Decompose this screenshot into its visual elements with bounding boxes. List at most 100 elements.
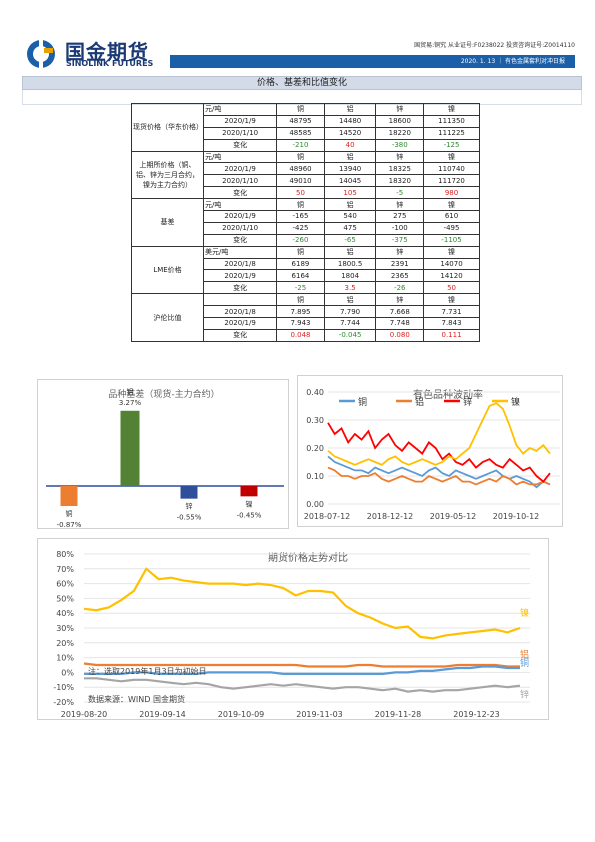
table-cell: 110740 <box>423 162 480 176</box>
table-cell: 2365 <box>375 269 425 283</box>
company-name-en: SINOLINK FUTURES <box>66 59 154 68</box>
table-cell: 7.843 <box>423 317 480 330</box>
y-tick-label: 20% <box>56 639 74 648</box>
y-tick-label: 0% <box>61 668 74 677</box>
table-cell: 3.5 <box>323 281 377 295</box>
table-row: 沪伦比值 铜铝锌镍 <box>131 293 480 342</box>
note-text: 注：选取2019年1月3日为初始日 <box>88 666 207 676</box>
table-cell: 14045 <box>323 174 377 188</box>
table-cell: -165 <box>276 210 325 223</box>
category-label: 镍 <box>246 499 253 508</box>
table-cell: 7.731 <box>423 305 480 319</box>
section-title: 价格、基差和比值变化 <box>22 76 582 90</box>
table-cell: 锌 <box>375 150 425 164</box>
table-row: 2020/1/9 7.943 7.744 7.748 7.843 <box>132 317 480 330</box>
x-tick-label: 2019-10-09 <box>218 710 265 719</box>
table-row: 2020/1/9 48795 14480 18600 111350 <box>132 114 480 128</box>
table-group-label: LME价格 <box>131 245 204 295</box>
bar-铝 <box>120 410 140 486</box>
table-row-label: 2020/1/9 <box>202 317 278 330</box>
table-cell: 0.048 <box>276 328 325 342</box>
table-group-label: 沪伦比值 <box>131 293 204 342</box>
table-row-label: 2020/1/9 <box>202 210 278 223</box>
y-tick-label: 0.00 <box>306 500 324 509</box>
table-row: 变化 0.048 -0.045 0.080 0.111 <box>132 328 480 342</box>
series-end-label: 锌 <box>520 689 529 701</box>
table-row-label: 2020/1/8 <box>202 305 278 319</box>
price-trend-svg: 期货价格走势对比 80% 70% 60% 50% 40% 30% 20% 10% 0% -10% -… <box>53 550 530 719</box>
table-cell: 0.080 <box>375 328 425 342</box>
table-cell: 2391 <box>375 257 425 271</box>
series-line-镍 <box>83 567 521 640</box>
table-row: 2020/1/8 6189 1800.5 2391 14070 <box>132 257 480 271</box>
table-cell: 铝 <box>323 103 377 116</box>
table-group-label: 基差 <box>131 198 204 247</box>
table-row: 现货价格（华东价格） 元/吨铜铝锌镍 <box>131 103 480 152</box>
bar-铜 <box>60 486 78 507</box>
y-tick-label: 50% <box>56 594 74 603</box>
table-cell: 锌 <box>375 103 425 116</box>
table-cell: 40 <box>323 138 377 152</box>
category-label: 锌 <box>186 502 193 511</box>
y-tick-label: -20% <box>53 698 74 707</box>
legend-label: 锌 <box>463 396 472 408</box>
table-row-label: 变化 <box>202 233 278 247</box>
table-cell: -25 <box>276 281 325 295</box>
table-row-label: 元/吨 <box>202 103 278 116</box>
table-group-label: 现货价格（华东价格） <box>131 103 204 152</box>
basis-bar-chart: 品种基差（现货-主力合约） 铜 -0.87% 铝 3.27% 锌 -0.55% 镍 -0.45… <box>37 379 289 529</box>
table-row-label: 2020/1/10 <box>202 126 278 140</box>
table-cell: -375 <box>375 233 425 247</box>
table-row: 基差 元/吨铜铝锌镍 <box>131 198 480 247</box>
table-cell: 锌 <box>375 245 425 259</box>
x-tick-label: 2018-07-12 <box>304 512 351 521</box>
table-cell: 18320 <box>375 174 425 188</box>
table-cell: 铜 <box>276 198 325 212</box>
table-cell: -495 <box>423 221 480 235</box>
table-cell: 18600 <box>375 114 425 128</box>
table-cell: 7.668 <box>375 305 425 319</box>
table-row: 上期所价格（铜、铝、锌为三月合约，镍为主力合约） 元/吨铜铝锌镍 <box>131 150 480 200</box>
table-cell: 铝 <box>323 293 377 307</box>
table-row-label: 2020/1/9 <box>202 269 278 283</box>
volatility-svg: 有色品种波动率 0.00 0.10 0.20 0.30 0.40 2018-07-12 20… <box>304 388 560 521</box>
table-cell: -260 <box>276 233 325 247</box>
table-row: 2020/1/8 7.895 7.790 7.668 7.731 <box>132 305 480 319</box>
table-cell: 475 <box>323 221 377 235</box>
volatility-line-chart: 有色品种波动率 0.00 0.10 0.20 0.30 0.40 2018-07-12 20… <box>297 375 563 527</box>
table-cell: 50 <box>276 186 325 200</box>
table-cell: 48795 <box>276 114 325 128</box>
table-cell: 镍 <box>423 198 480 212</box>
table-cell: 锌 <box>375 293 425 307</box>
table-cell: 0.111 <box>423 328 480 342</box>
price-trend-chart: 期货价格走势对比 80% 70% 60% 50% 40% 30% 20% 10% 0% -10% -… <box>37 538 549 720</box>
table-cell: 铜 <box>276 150 325 164</box>
table-row-label: 美元/吨 <box>202 245 278 259</box>
table-cell: 49010 <box>276 174 325 188</box>
table-cell: -1105 <box>423 233 480 247</box>
table-row: 2020/1/9 6164 1804 2365 14120 <box>132 269 480 283</box>
y-tick-label: 40% <box>56 609 74 618</box>
legend-label: 镍 <box>511 396 520 408</box>
table-cell: 镍 <box>423 103 480 116</box>
table-cell: 1804 <box>323 269 377 283</box>
series-line-铝 <box>327 466 551 486</box>
table-cell: 48585 <box>276 126 325 140</box>
y-tick-label: 80% <box>56 550 74 559</box>
table-row-label: 变化 <box>202 281 278 295</box>
table-cell: -65 <box>323 233 377 247</box>
table-cell: 铝 <box>323 198 377 212</box>
value-label: -0.87% <box>57 521 82 529</box>
table-cell: -26 <box>375 281 425 295</box>
table-cell: 540 <box>323 210 377 223</box>
y-tick-label: 0.10 <box>306 472 324 481</box>
series-line-铜 <box>327 455 551 489</box>
report-date-bar: 2020. 1. 13 ｜ 有色金属套利对冲日报 <box>170 55 575 68</box>
company-name-cn: 国金期货 <box>65 40 149 64</box>
table-cell: 镍 <box>423 293 480 307</box>
legend-label: 铝 <box>415 396 424 408</box>
table-row: 变化 -25 3.5 -26 50 <box>132 281 480 295</box>
table-row: 2020/1/10 49010 14045 18320 111720 <box>132 174 480 188</box>
table-cell: 14070 <box>423 257 480 271</box>
table-cell: 111225 <box>423 126 480 140</box>
